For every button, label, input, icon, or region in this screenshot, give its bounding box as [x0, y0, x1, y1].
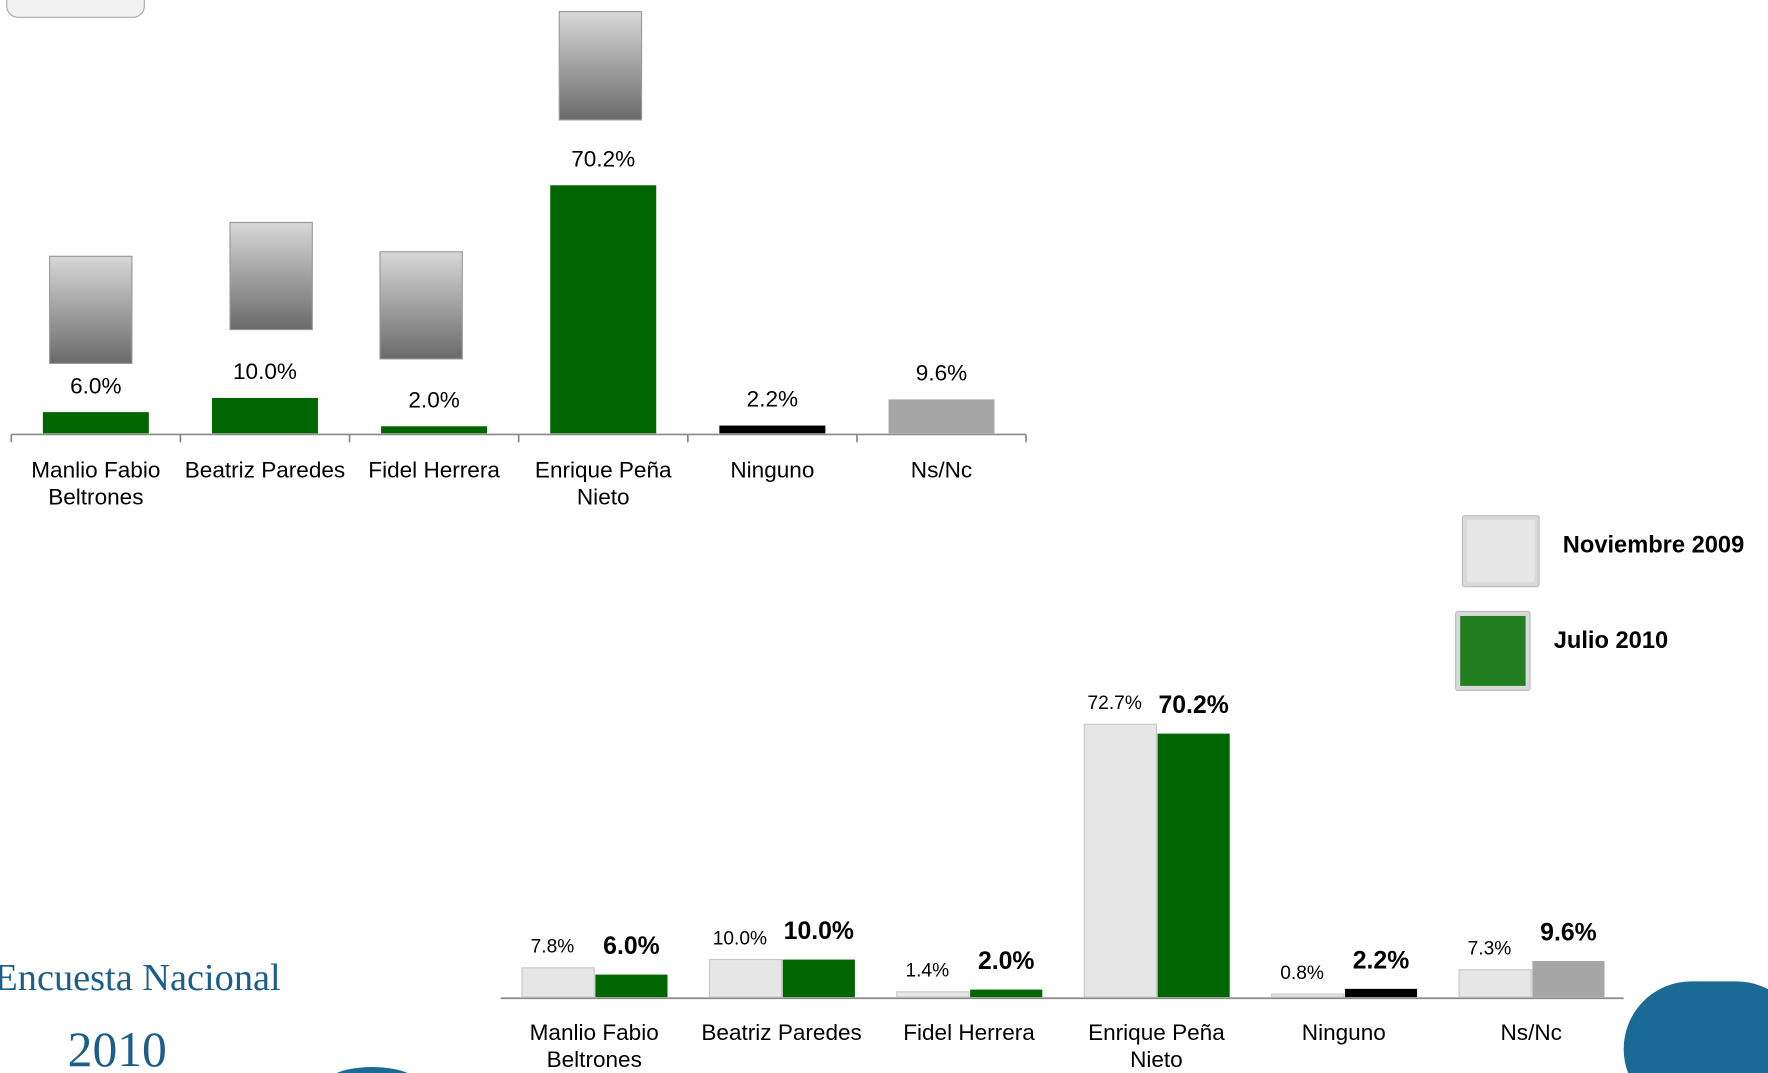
- value-label: 10.0%: [713, 928, 767, 949]
- bar: [1271, 993, 1345, 998]
- x-tick-label-box: Beatriz Paredes: [701, 1020, 862, 1046]
- value-label: 10.0%: [233, 359, 297, 384]
- x-tick-label: Ns/Nc: [1500, 1020, 1562, 1046]
- bar: [381, 426, 488, 434]
- bar: [595, 974, 668, 998]
- x-tick-label-box: Ns/Nc: [1500, 1020, 1562, 1046]
- decor-wave: [336, 1067, 408, 1073]
- x-tick-label-box: Ns/Nc: [910, 458, 973, 483]
- bar: [708, 959, 783, 998]
- x-tick-label-box: Beatriz Paredes: [184, 458, 346, 483]
- x-tick-label: Enrique Peña Nieto: [1088, 1020, 1225, 1073]
- bar: [211, 397, 318, 434]
- x-tick-label: Fidel Herrera: [903, 1020, 1035, 1046]
- candidate-photo: [379, 251, 463, 360]
- x-tick-label-box: Enrique Peña Nieto: [534, 458, 672, 511]
- value-label: 6.0%: [70, 373, 121, 398]
- bar: [888, 399, 995, 434]
- brand-year: 2010: [68, 1022, 167, 1073]
- bar: [1458, 969, 1532, 998]
- x-tick-label-box: Ninguno: [1301, 1020, 1386, 1046]
- x-tick-label: Ninguno: [1301, 1020, 1386, 1046]
- value-label: 72.7%: [1088, 693, 1142, 714]
- x-tick-label: Ninguno: [730, 458, 815, 483]
- x-tick-label-box: Fidel Herrera: [368, 458, 500, 483]
- bar: [521, 967, 595, 998]
- candidate-photo: [49, 255, 133, 364]
- legend-swatch: [1466, 520, 1535, 583]
- value-label: 1.4%: [905, 961, 949, 982]
- x-tick-label-box: Manlio Fabio Beltrones: [529, 1020, 659, 1073]
- x-tick-label-box: Ninguno: [730, 458, 815, 483]
- value-label: 2.0%: [978, 948, 1035, 975]
- value-label: 10.0%: [784, 918, 854, 945]
- legend-swatch: [1460, 615, 1526, 686]
- bar: [1083, 723, 1157, 998]
- legend-label: Noviembre 2009: [1563, 532, 1744, 558]
- bar: [719, 425, 826, 434]
- bar: [1344, 988, 1418, 998]
- x-tick-label: Manlio Fabio Beltrones: [31, 458, 161, 511]
- x-tick-label-box: Enrique Peña Nieto: [1088, 1020, 1225, 1073]
- bar: [550, 185, 657, 434]
- value-label: 70.2%: [571, 146, 635, 171]
- photos: [49, 11, 643, 364]
- brand-title: Encuesta Nacional: [0, 957, 281, 999]
- value-label: 2.2%: [1353, 947, 1410, 974]
- value-label: 0.8%: [1280, 963, 1324, 984]
- bar: [896, 991, 970, 998]
- x-tick-label: Ns/Nc: [910, 458, 973, 483]
- bar: [1532, 961, 1605, 998]
- value-label: 9.6%: [1540, 920, 1597, 947]
- candidate-photo: [558, 11, 643, 121]
- legend-label: Julio 2010: [1554, 628, 1668, 654]
- decor-wave: [1623, 981, 1768, 1073]
- value-label: 70.2%: [1158, 692, 1228, 719]
- value-label: 7.3%: [1468, 938, 1512, 959]
- x-tick-label: Fidel Herrera: [368, 458, 500, 483]
- x-tick-label: Enrique Peña Nieto: [534, 458, 672, 511]
- bar: [1157, 733, 1230, 998]
- value-label: 7.8%: [531, 937, 575, 958]
- value-label: 2.2%: [747, 387, 798, 412]
- value-label: 6.0%: [603, 933, 660, 960]
- x-tick-label-box: Manlio Fabio Beltrones: [31, 458, 161, 511]
- x-tick-label: Manlio Fabio Beltrones: [529, 1020, 659, 1073]
- x-tick-label: Beatriz Paredes: [184, 458, 346, 483]
- x-tick-label: Beatriz Paredes: [701, 1020, 862, 1046]
- flag-logo: [6, 0, 145, 18]
- x-tick-label-box: Fidel Herrera: [903, 1020, 1035, 1046]
- candidate-photo: [229, 221, 313, 331]
- value-label: 2.0%: [408, 387, 459, 412]
- bar: [782, 959, 855, 998]
- bar: [970, 989, 1043, 998]
- value-label: 9.6%: [916, 361, 967, 386]
- bar: [42, 412, 149, 434]
